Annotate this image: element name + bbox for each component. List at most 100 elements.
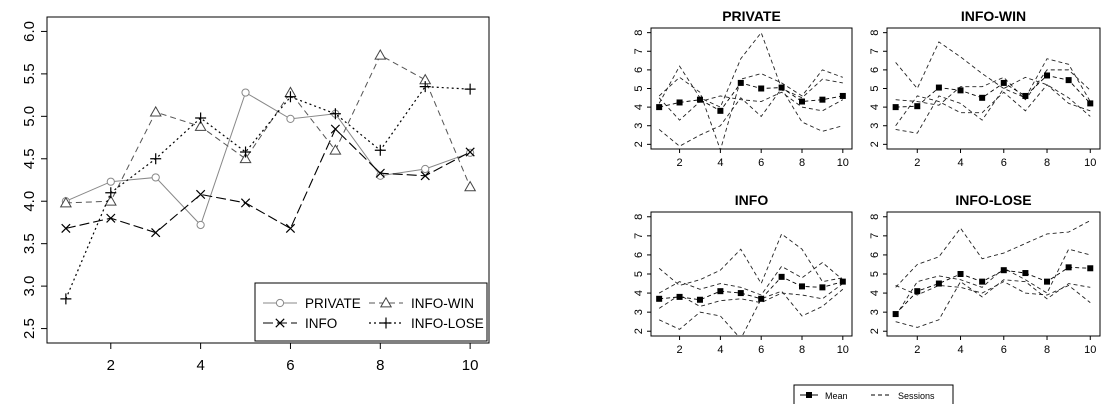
main-series-info-lose — [60, 81, 476, 305]
main-point-info — [330, 124, 341, 134]
main-series-line-info-win — [65, 54, 471, 204]
panel-y-tick-label: 3 — [633, 123, 645, 129]
main-point-private — [421, 164, 430, 174]
panel-title: INFO-LOSE — [955, 192, 1031, 208]
main-point-private — [286, 114, 295, 123]
panel-x-tick-label: 10 — [837, 157, 849, 169]
panel-private: PRIVATE 2 3 4 5 6 7 8 2 4 6 8 10 — [633, 8, 853, 169]
panel-series-group — [658, 233, 844, 336]
main-point-info-win — [59, 196, 72, 208]
legend-label-private: PRIVATE — [305, 296, 361, 311]
main-y-tick-label: 4.5 — [21, 148, 38, 169]
panel-y-tick-label: 6 — [633, 67, 645, 73]
panel-x-tick-label: 10 — [1084, 157, 1096, 169]
legend-label-info-lose: INFO-LOSE — [411, 316, 484, 331]
panel-mean-point — [935, 280, 942, 287]
panel-x-tick-label: 8 — [799, 344, 805, 356]
main-series-info-win — [59, 48, 477, 208]
main-point-info-lose — [60, 293, 72, 305]
panel-frame — [886, 211, 1101, 337]
panel-mean-point — [819, 284, 826, 291]
panel-mean-point — [696, 96, 703, 103]
panel-mean-line — [895, 266, 1091, 315]
panel-mean-point — [717, 288, 724, 295]
main-point-info-lose — [150, 153, 162, 165]
legend-label-sessions: Sessions — [898, 391, 935, 401]
panel-mean-point — [696, 296, 703, 303]
main-point-info — [420, 171, 430, 181]
main-y-tick-label: 6.0 — [21, 21, 38, 42]
panel-x-tick-label: 6 — [758, 157, 764, 169]
panel-frame — [650, 211, 853, 337]
panel-session-line — [658, 283, 844, 309]
main-legend-box — [254, 282, 488, 342]
main-series-info — [61, 124, 475, 238]
main-point-info — [195, 189, 206, 200]
panel-y-tick-label: 5 — [633, 271, 645, 277]
panel-y-tick-label: 3 — [869, 123, 881, 129]
panel-y-tick-label: 7 — [633, 233, 645, 239]
panel-mean-point — [979, 278, 986, 285]
legend-label-info-win: INFO-WIN — [411, 296, 474, 311]
panel-y-tick-label: 6 — [869, 67, 881, 73]
panel-y-tick-label: 4 — [633, 290, 645, 296]
panel-x-tick-label: 4 — [957, 344, 963, 356]
panel-session-line — [895, 84, 1091, 126]
panel-mean-point — [799, 98, 806, 105]
main-point-private — [196, 220, 205, 230]
panel-x-tick-label: 6 — [758, 344, 764, 356]
main-point-private — [151, 173, 160, 182]
panel-mean-point — [1065, 77, 1072, 84]
main-y-tick-label: 4.0 — [21, 191, 38, 212]
main-point-info-win — [194, 120, 207, 131]
panel-y-tick-label: 2 — [869, 141, 881, 147]
legend-marker-info-lose — [380, 317, 392, 329]
panel-y-tick-label: 2 — [633, 141, 645, 147]
panel-mean-point — [1000, 267, 1007, 274]
panel-session-line — [658, 233, 843, 286]
panel-y-tick-label: 4 — [869, 290, 881, 296]
panel-title: PRIVATE — [722, 8, 781, 24]
panel-session-line — [658, 69, 843, 149]
panel-x-tick-label: 2 — [914, 157, 920, 169]
panel-mean-point — [799, 283, 806, 290]
main-x-tick-label: 10 — [462, 357, 479, 374]
main-point-info-win — [104, 195, 117, 206]
panel-mean-point — [676, 99, 683, 106]
panel-session-line — [895, 281, 1091, 303]
panel-x-tick-label: 6 — [1001, 344, 1007, 356]
main-y-tick-label: 3.0 — [21, 276, 38, 297]
panel-mean-point — [1044, 278, 1051, 285]
panel-mean-point — [839, 92, 846, 99]
panel-x-tick-label: 4 — [957, 157, 963, 169]
panel-x-tick-label: 4 — [717, 157, 723, 169]
panel-mean-point — [758, 85, 765, 92]
panel-session-line — [895, 279, 1091, 328]
panel-series-group — [895, 41, 1091, 134]
main-x-tick-label: 8 — [376, 357, 384, 374]
panel-x-tick-label: 10 — [1084, 344, 1096, 356]
main-point-private — [376, 171, 385, 180]
panel-y-tick-label: 3 — [633, 309, 645, 315]
panel-mean-line — [659, 82, 843, 112]
main-point-info-lose — [195, 112, 207, 124]
panel-y-tick-label: 7 — [633, 48, 645, 54]
main-point-info-lose — [284, 91, 296, 103]
panel-mean-point — [778, 84, 785, 91]
main-point-info-lose — [105, 187, 117, 199]
panel-session-line — [658, 91, 844, 121]
main-point-info — [151, 228, 161, 238]
panel-x-tick-label: 4 — [717, 344, 723, 356]
main-point-info — [375, 168, 385, 178]
panel-mean-point — [656, 104, 663, 111]
panel-x-tick-label: 10 — [837, 344, 849, 356]
panel-legend — [793, 384, 954, 404]
main-x-tick-label: 6 — [286, 357, 294, 374]
main-point-info — [61, 223, 71, 234]
panel-session-line — [895, 41, 1091, 102]
panel-mean-point — [839, 278, 846, 285]
panel-y-tick-label: 8 — [633, 214, 645, 220]
panel-session-line — [658, 87, 843, 147]
panel-mean-point — [1065, 264, 1072, 271]
